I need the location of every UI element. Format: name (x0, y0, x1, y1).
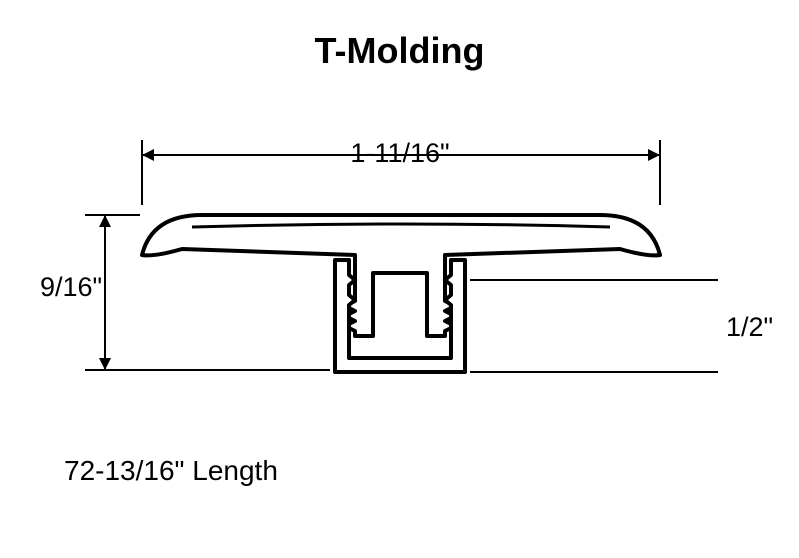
track-dimension-label: 1/2" (726, 312, 773, 343)
length-dimension-label: 72-13/16" Length (64, 455, 278, 487)
height-dimension-label: 9/16" (40, 272, 102, 303)
diagram-stage: T-Molding 1-11/16" 9/16" 1/2" 72-13/16" … (0, 0, 799, 558)
width-dimension-label: 1-11/16" (350, 138, 449, 169)
